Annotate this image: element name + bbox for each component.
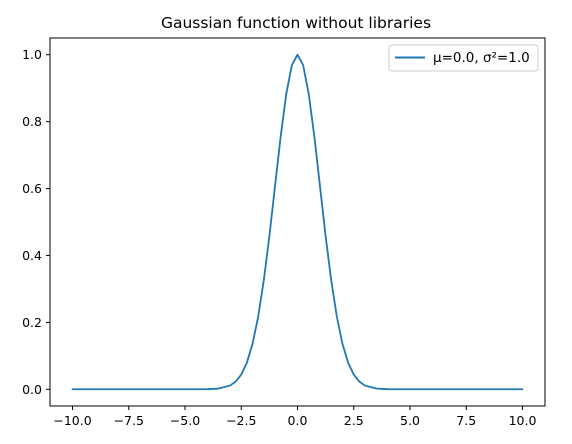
x-tick-label: −10.0 [53, 413, 91, 428]
y-axis: 0.0 0.2 0.4 0.6 0.8 1.0 [22, 47, 50, 397]
y-tick-label: 0.2 [22, 315, 42, 330]
x-tick-label: 10.0 [509, 413, 537, 428]
x-tick-label: −7.5 [114, 413, 144, 428]
y-tick-label: 0.8 [22, 114, 42, 129]
x-tick-label: 5.0 [400, 413, 420, 428]
x-axis: −10.0 −7.5 −5.0 −2.5 0.0 2.5 5.0 7.5 10.0 [53, 406, 536, 428]
x-tick-label: −2.5 [226, 413, 256, 428]
legend-box [388, 44, 539, 72]
plot-area [71, 53, 524, 391]
legend-label: μ=0.0, σ²=1.0 [433, 50, 530, 66]
x-tick-label: −5.0 [170, 413, 200, 428]
x-tick-label: 2.5 [344, 413, 364, 428]
y-tick-label: 1.0 [22, 47, 42, 62]
y-tick-label: 0.6 [22, 181, 42, 196]
y-tick-label: 0.4 [22, 248, 42, 263]
x-tick-label: 0.0 [288, 413, 308, 428]
x-tick-label: 7.5 [456, 413, 476, 428]
chart-title: Gaussian function without libraries [161, 14, 431, 32]
series-line-0 [71, 53, 524, 391]
legend: μ=0.0, σ²=1.0 [388, 44, 539, 72]
y-tick-label: 0.0 [22, 382, 42, 397]
